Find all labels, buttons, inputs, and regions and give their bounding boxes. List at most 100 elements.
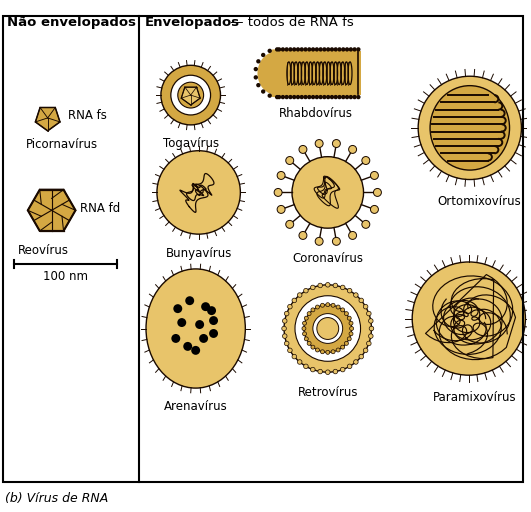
Circle shape — [207, 306, 216, 315]
Circle shape — [349, 321, 353, 325]
Circle shape — [330, 47, 334, 52]
Text: Arenavírus: Arenavírus — [164, 400, 228, 413]
Circle shape — [292, 157, 364, 228]
Circle shape — [412, 262, 526, 375]
Circle shape — [304, 288, 308, 293]
Circle shape — [373, 188, 381, 197]
Circle shape — [303, 332, 306, 336]
Circle shape — [177, 318, 186, 327]
Text: Retrovírus: Retrovírus — [297, 386, 358, 399]
Circle shape — [268, 49, 272, 53]
Circle shape — [363, 304, 368, 309]
Circle shape — [349, 231, 357, 240]
Text: Picornavírus: Picornavírus — [26, 138, 98, 151]
Circle shape — [341, 345, 345, 349]
Circle shape — [369, 318, 373, 323]
Circle shape — [304, 316, 309, 320]
Circle shape — [347, 316, 351, 320]
Circle shape — [304, 337, 309, 341]
Circle shape — [277, 205, 285, 214]
Circle shape — [354, 293, 358, 297]
Text: Bunyavírus: Bunyavírus — [166, 247, 232, 260]
Circle shape — [299, 231, 307, 240]
Circle shape — [313, 314, 342, 344]
Circle shape — [353, 95, 357, 99]
Circle shape — [349, 145, 357, 154]
Circle shape — [185, 296, 194, 305]
Circle shape — [307, 95, 312, 99]
Circle shape — [345, 95, 349, 99]
Circle shape — [341, 308, 345, 312]
Circle shape — [322, 47, 327, 52]
FancyBboxPatch shape — [271, 49, 357, 97]
Polygon shape — [28, 189, 75, 231]
Circle shape — [345, 47, 349, 52]
Circle shape — [178, 82, 203, 108]
Circle shape — [347, 364, 352, 369]
Circle shape — [332, 140, 340, 147]
Circle shape — [315, 47, 319, 52]
Circle shape — [359, 298, 364, 303]
Circle shape — [183, 342, 192, 351]
Circle shape — [274, 188, 282, 197]
Circle shape — [261, 53, 266, 57]
Circle shape — [277, 47, 281, 52]
Circle shape — [282, 318, 287, 323]
Polygon shape — [181, 87, 200, 105]
Circle shape — [209, 329, 218, 338]
Circle shape — [322, 95, 327, 99]
Circle shape — [349, 332, 353, 336]
Circle shape — [172, 334, 180, 343]
Text: Rhabdovírus: Rhabdovírus — [279, 107, 353, 120]
Circle shape — [303, 47, 307, 52]
Circle shape — [297, 293, 302, 297]
Circle shape — [318, 283, 322, 288]
Circle shape — [275, 95, 279, 99]
Circle shape — [307, 47, 312, 52]
Circle shape — [311, 345, 315, 349]
Circle shape — [317, 317, 339, 339]
Circle shape — [315, 238, 323, 245]
Circle shape — [326, 95, 330, 99]
Circle shape — [195, 320, 204, 329]
Circle shape — [345, 312, 348, 315]
Text: Coronavírus: Coronavírus — [292, 252, 363, 265]
Text: — todos de RNA fs: — todos de RNA fs — [226, 16, 354, 29]
Circle shape — [362, 157, 370, 164]
Circle shape — [261, 89, 266, 94]
Circle shape — [363, 348, 368, 353]
Circle shape — [277, 172, 285, 179]
Ellipse shape — [146, 269, 245, 388]
Circle shape — [275, 47, 279, 52]
Circle shape — [209, 316, 218, 325]
Circle shape — [340, 285, 345, 290]
Circle shape — [292, 298, 297, 303]
Circle shape — [349, 47, 353, 52]
Circle shape — [285, 47, 289, 52]
Circle shape — [326, 47, 330, 52]
Circle shape — [349, 95, 353, 99]
Text: Reovírus: Reovírus — [18, 244, 69, 257]
Text: Togavírus: Togavírus — [162, 137, 219, 150]
Circle shape — [288, 348, 292, 353]
Circle shape — [347, 288, 352, 293]
Circle shape — [288, 95, 293, 99]
Circle shape — [161, 66, 220, 125]
Circle shape — [254, 75, 258, 79]
Circle shape — [285, 311, 289, 316]
Circle shape — [282, 334, 287, 338]
Circle shape — [288, 304, 292, 309]
Circle shape — [173, 304, 182, 313]
Circle shape — [354, 360, 358, 364]
Polygon shape — [36, 108, 60, 131]
Circle shape — [353, 47, 357, 52]
Circle shape — [315, 140, 323, 147]
Circle shape — [356, 47, 361, 52]
Circle shape — [319, 95, 323, 99]
Text: Paramixovírus: Paramixovírus — [433, 391, 517, 404]
Circle shape — [281, 47, 285, 52]
Circle shape — [318, 369, 322, 374]
Circle shape — [319, 47, 323, 52]
Circle shape — [371, 205, 379, 214]
Circle shape — [341, 95, 346, 99]
